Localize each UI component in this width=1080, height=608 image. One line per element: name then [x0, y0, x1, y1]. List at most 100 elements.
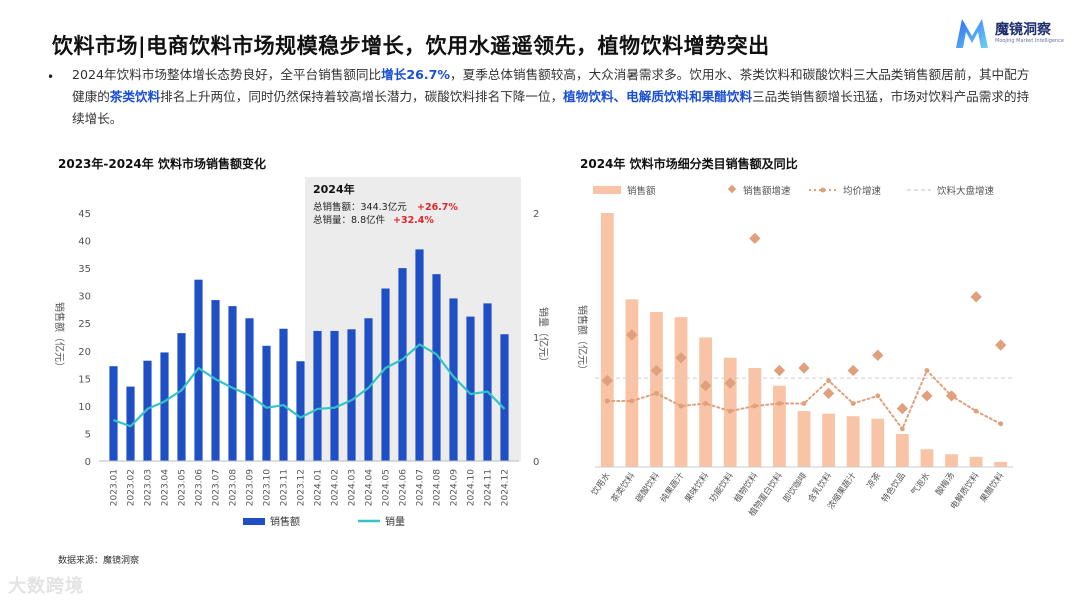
category-sales-bar — [773, 385, 786, 467]
bullet-marker: • — [47, 70, 55, 84]
sales-bar — [143, 360, 152, 461]
legend-swatch-sales — [593, 186, 621, 194]
x-tick-label: 气泡水 — [909, 470, 933, 498]
sales-growth-marker — [650, 364, 663, 377]
sales-growth-marker — [773, 364, 786, 377]
sales-growth-marker — [699, 380, 712, 392]
x-tick-label: 2023.01 — [110, 469, 120, 506]
logo-name: 魔镜洞察 — [995, 22, 1051, 38]
sales-growth-marker — [896, 402, 909, 415]
legend-label-volume: 销量 — [385, 515, 405, 528]
y-tick-label: 35 — [78, 264, 91, 275]
sales-bar — [313, 330, 322, 461]
annotation-volume-text: 总销量：8.8亿件 — [313, 214, 386, 226]
x-tick-label: 2024.02 — [331, 469, 341, 506]
x-tick-label: 凉茶 — [864, 470, 883, 491]
annotation-sales-growth: +26.7% — [417, 202, 458, 213]
y-tick-label: 30 — [78, 292, 91, 303]
sales-bar — [398, 268, 407, 461]
price-growth-point — [777, 401, 782, 406]
summary-text-4: 三品类销售额增长迅猛，市场对饮料产品需求的持续增长。 — [72, 89, 1030, 126]
price-growth-point — [850, 401, 856, 406]
x-tick-label: 2024.07 — [416, 469, 426, 506]
left-chart-title: 2023年-2024年 饮料市场销售额变化 — [58, 157, 266, 171]
price-growth-point — [801, 401, 807, 406]
x-tick-label: 2023.11 — [280, 469, 290, 506]
sales-bar — [364, 318, 373, 461]
x-tick-label: 2023.08 — [229, 469, 239, 506]
summary-text-2: ，夏季总体销售额较高，大众消暑需求多。饮用水、茶类饮料和碳酸饮料三大品类销售额居… — [72, 67, 1030, 104]
legend-label-sales: 销售额 — [627, 185, 656, 197]
y-tick-label: 40 — [78, 237, 91, 248]
sales-bar — [449, 298, 458, 461]
legend-label-price: 均价增速 — [843, 185, 882, 197]
sales-bar — [296, 361, 305, 461]
sales-growth-marker — [872, 349, 884, 361]
sales-bar — [279, 328, 288, 461]
right-chart-title: 2024年 饮料市场细分类目销售额及同比 — [580, 157, 798, 171]
legend-label-market: 饮料大盘增速 — [937, 185, 995, 197]
price-growth-point — [826, 378, 831, 384]
summary-paragraph: 2024年饮料市场整体增长态势良好，全平台销售额同比增长26.7%，夏季总体销售… — [72, 64, 1032, 130]
sales-bar — [228, 306, 237, 461]
summary-text-3: 排名上升两位，同时仍然保持着较高增长潜力，碳酸饮料排名下降一位， — [160, 89, 564, 104]
sales-growth-marker — [995, 339, 1007, 351]
category-sales-bar — [969, 456, 983, 467]
sales-growth-marker — [724, 377, 736, 389]
x-tick-label: 2023.09 — [246, 469, 256, 506]
sales-bar — [432, 274, 441, 461]
x-tick-label: 2024.09 — [450, 469, 460, 506]
category-sales-bar — [994, 461, 1008, 467]
legend-label-sales: 销售额 — [270, 515, 300, 528]
y-tick-label: 45 — [78, 209, 91, 220]
data-source: 数据来源：魔镜洞察 — [58, 556, 140, 566]
sales-growth-marker — [822, 387, 835, 399]
category-sales-bar — [625, 299, 639, 467]
sales-bar — [126, 386, 135, 461]
sales-growth-marker — [798, 362, 810, 374]
y-axis-label: 销售额（亿元） — [576, 305, 589, 375]
summary-text-1: 2024年饮料市场整体增长态势良好，全平台销售额同比 — [72, 67, 382, 82]
y-tick-label: 0 — [85, 457, 91, 468]
moojing-logo-icon — [956, 19, 988, 48]
sales-bar — [177, 333, 186, 461]
monthly-sales-chart: 0 5 10 15 20 25 30 35 40 45 0 1 2 销售额（亿元） 销量（亿元） 2023.0… — [53, 177, 550, 528]
sales-growth-marker — [626, 329, 638, 341]
x-tick-label: 酸梅汤 — [933, 470, 957, 497]
category-sales-bar — [871, 418, 885, 467]
y-tick-label: 25 — [78, 319, 91, 330]
x-tick-label: 2023.02 — [127, 469, 137, 506]
x-tick-label: 2023.05 — [178, 469, 188, 506]
sales-growth-marker — [749, 232, 761, 245]
x-tick-label: 2023.06 — [195, 469, 205, 506]
price-growth-point — [875, 393, 881, 399]
sales-bar — [483, 303, 492, 461]
annotation-sales-text: 总销售额：344.3亿元 — [313, 201, 407, 213]
price-growth-point — [998, 421, 1004, 427]
page-title: 饮料市场|电商饮料市场规模稳步增长，饮用水遥遥领先，植物饮料增势突出 — [52, 34, 770, 58]
sales-bar — [466, 316, 475, 461]
y2-tick-label: 2 — [533, 209, 539, 220]
sales-bar — [211, 300, 220, 461]
category-sales-bar — [650, 312, 663, 467]
x-tick-label: 2024.12 — [501, 469, 511, 506]
price-growth-point — [727, 408, 733, 414]
logo-subtitle: Moojing Market Intelligence — [995, 38, 1065, 44]
price-growth-point — [899, 426, 905, 432]
x-tick-label: 2024.03 — [348, 469, 358, 506]
x-tick-label: 2024.06 — [399, 469, 409, 506]
category-sales-bar — [748, 367, 762, 467]
sales-bar — [194, 279, 203, 461]
price-growth-point — [678, 403, 684, 409]
sales-bar — [381, 288, 390, 461]
annotation-volume-growth: +32.4% — [393, 215, 434, 226]
brand-logo: 魔镜洞察 Moojing Market Intelligence — [954, 16, 1064, 52]
price-growth-point — [629, 398, 635, 404]
sales-bar — [500, 334, 509, 461]
summary-highlight-tea: 茶类饮料 — [109, 89, 161, 104]
y-tick-label: 10 — [78, 402, 91, 413]
category-sales-bar — [600, 213, 614, 467]
sales-bar — [245, 318, 254, 461]
sales-growth-marker — [601, 374, 613, 387]
x-tick-label: 2024.04 — [365, 469, 375, 506]
